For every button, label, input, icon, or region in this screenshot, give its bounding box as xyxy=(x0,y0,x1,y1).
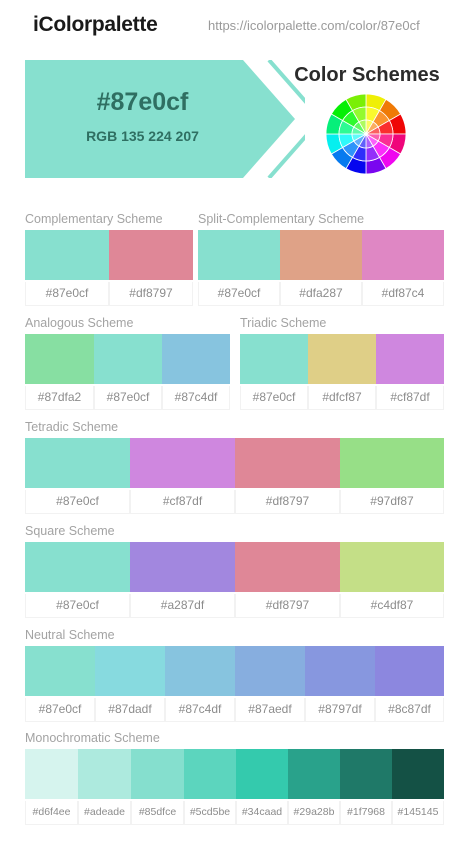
color-hex-label[interactable]: #87dfa2 xyxy=(25,386,94,410)
color-hex-label[interactable]: #87e0cf xyxy=(25,698,95,722)
color-swatch[interactable] xyxy=(340,542,444,592)
color-hex-label[interactable]: #87e0cf xyxy=(198,282,280,306)
scheme-title: Complementary Scheme xyxy=(25,212,163,226)
color-swatch[interactable] xyxy=(240,334,308,384)
color-hex-label[interactable]: #5cd5be xyxy=(184,801,236,825)
color-swatch[interactable] xyxy=(392,749,444,799)
color-hex-label[interactable]: #97df87 xyxy=(340,490,444,514)
color-hex-label[interactable]: #145145 xyxy=(392,801,444,825)
scheme-title: Tetradic Scheme xyxy=(25,420,119,434)
color-swatch[interactable] xyxy=(25,646,95,696)
color-swatch[interactable] xyxy=(235,646,305,696)
color-swatch[interactable] xyxy=(95,646,165,696)
color-hex-label[interactable]: #34caad xyxy=(236,801,288,825)
color-hex-label[interactable]: #8c87df xyxy=(375,698,444,722)
site-header: iColorpalette https://icolorpalette.com/… xyxy=(0,0,474,50)
color-swatch[interactable] xyxy=(162,334,230,384)
color-swatch[interactable] xyxy=(362,230,444,280)
color-hex-label[interactable]: #87e0cf xyxy=(25,282,109,306)
color-swatch[interactable] xyxy=(376,334,444,384)
color-swatch[interactable] xyxy=(235,438,340,488)
color-hex-label[interactable]: #87aedf xyxy=(235,698,305,722)
color-swatch[interactable] xyxy=(308,334,376,384)
color-swatch[interactable] xyxy=(184,749,236,799)
color-swatch[interactable] xyxy=(236,749,288,799)
color-hex-label[interactable]: #df8797 xyxy=(235,594,340,618)
hero-rgb-value: RGB 135 224 207 xyxy=(86,128,199,144)
color-hex-label[interactable]: #df8797 xyxy=(235,490,340,514)
color-hex-label[interactable]: #cf87df xyxy=(376,386,444,410)
scheme-title: Split-Complementary Scheme xyxy=(198,212,365,226)
color-swatch[interactable] xyxy=(340,749,392,799)
site-logo[interactable]: iColorpalette xyxy=(33,13,158,36)
color-swatch[interactable] xyxy=(165,646,235,696)
color-swatch[interactable] xyxy=(25,230,109,280)
color-hex-label[interactable]: #adeade xyxy=(78,801,131,825)
color-swatch[interactable] xyxy=(25,749,78,799)
color-schemes-title: Color Schemes xyxy=(294,64,440,86)
color-hex-label[interactable]: #df87c4 xyxy=(362,282,444,306)
color-hex-label[interactable]: #87e0cf xyxy=(25,594,130,618)
color-swatch[interactable] xyxy=(340,438,444,488)
scheme-title: Monochromatic Scheme xyxy=(25,731,160,745)
color-swatch[interactable] xyxy=(25,438,130,488)
color-swatch[interactable] xyxy=(78,749,131,799)
color-hex-label[interactable]: #85dfce xyxy=(131,801,184,825)
color-swatch[interactable] xyxy=(130,542,235,592)
scheme-title: Square Scheme xyxy=(25,524,115,538)
color-hex-label[interactable]: #87e0cf xyxy=(94,386,162,410)
color-swatch[interactable] xyxy=(280,230,362,280)
color-swatch[interactable] xyxy=(375,646,444,696)
color-hex-label[interactable]: #cf87df xyxy=(130,490,235,514)
color-wheel-icon xyxy=(325,93,407,175)
scheme-title: Analogous Scheme xyxy=(25,316,134,330)
color-swatch[interactable] xyxy=(288,749,340,799)
color-swatch[interactable] xyxy=(305,646,375,696)
color-hex-label[interactable]: #29a28b xyxy=(288,801,340,825)
color-swatch[interactable] xyxy=(94,334,162,384)
page-url[interactable]: https://icolorpalette.com/color/87e0cf xyxy=(208,18,420,33)
color-hex-label[interactable]: #87c4df xyxy=(165,698,235,722)
hero-arrow-shape xyxy=(25,60,305,178)
color-hex-label[interactable]: #87e0cf xyxy=(240,386,308,410)
color-hex-label[interactable]: #87c4df xyxy=(162,386,230,410)
hero-hex-code: #87e0cf xyxy=(96,88,189,116)
color-swatch[interactable] xyxy=(198,230,280,280)
color-swatch[interactable] xyxy=(25,542,130,592)
color-hex-label[interactable]: #1f7968 xyxy=(340,801,392,825)
color-hex-label[interactable]: #dfcf87 xyxy=(308,386,376,410)
color-hex-label[interactable]: #87dadf xyxy=(95,698,165,722)
color-hex-label[interactable]: #c4df87 xyxy=(340,594,444,618)
scheme-title: Triadic Scheme xyxy=(240,316,327,330)
color-swatch[interactable] xyxy=(109,230,193,280)
color-swatch[interactable] xyxy=(131,749,184,799)
color-hex-label[interactable]: #df8797 xyxy=(109,282,193,306)
color-swatch[interactable] xyxy=(235,542,340,592)
color-hex-label[interactable]: #8797df xyxy=(305,698,375,722)
color-hex-label[interactable]: #a287df xyxy=(130,594,235,618)
hero-color-banner: #87e0cf RGB 135 224 207 xyxy=(25,60,305,178)
color-swatch[interactable] xyxy=(130,438,235,488)
color-hex-label[interactable]: #87e0cf xyxy=(25,490,130,514)
color-swatch[interactable] xyxy=(25,334,94,384)
scheme-title: Neutral Scheme xyxy=(25,628,115,642)
color-hex-label[interactable]: #d6f4ee xyxy=(25,801,78,825)
color-hex-label[interactable]: #dfa287 xyxy=(280,282,362,306)
